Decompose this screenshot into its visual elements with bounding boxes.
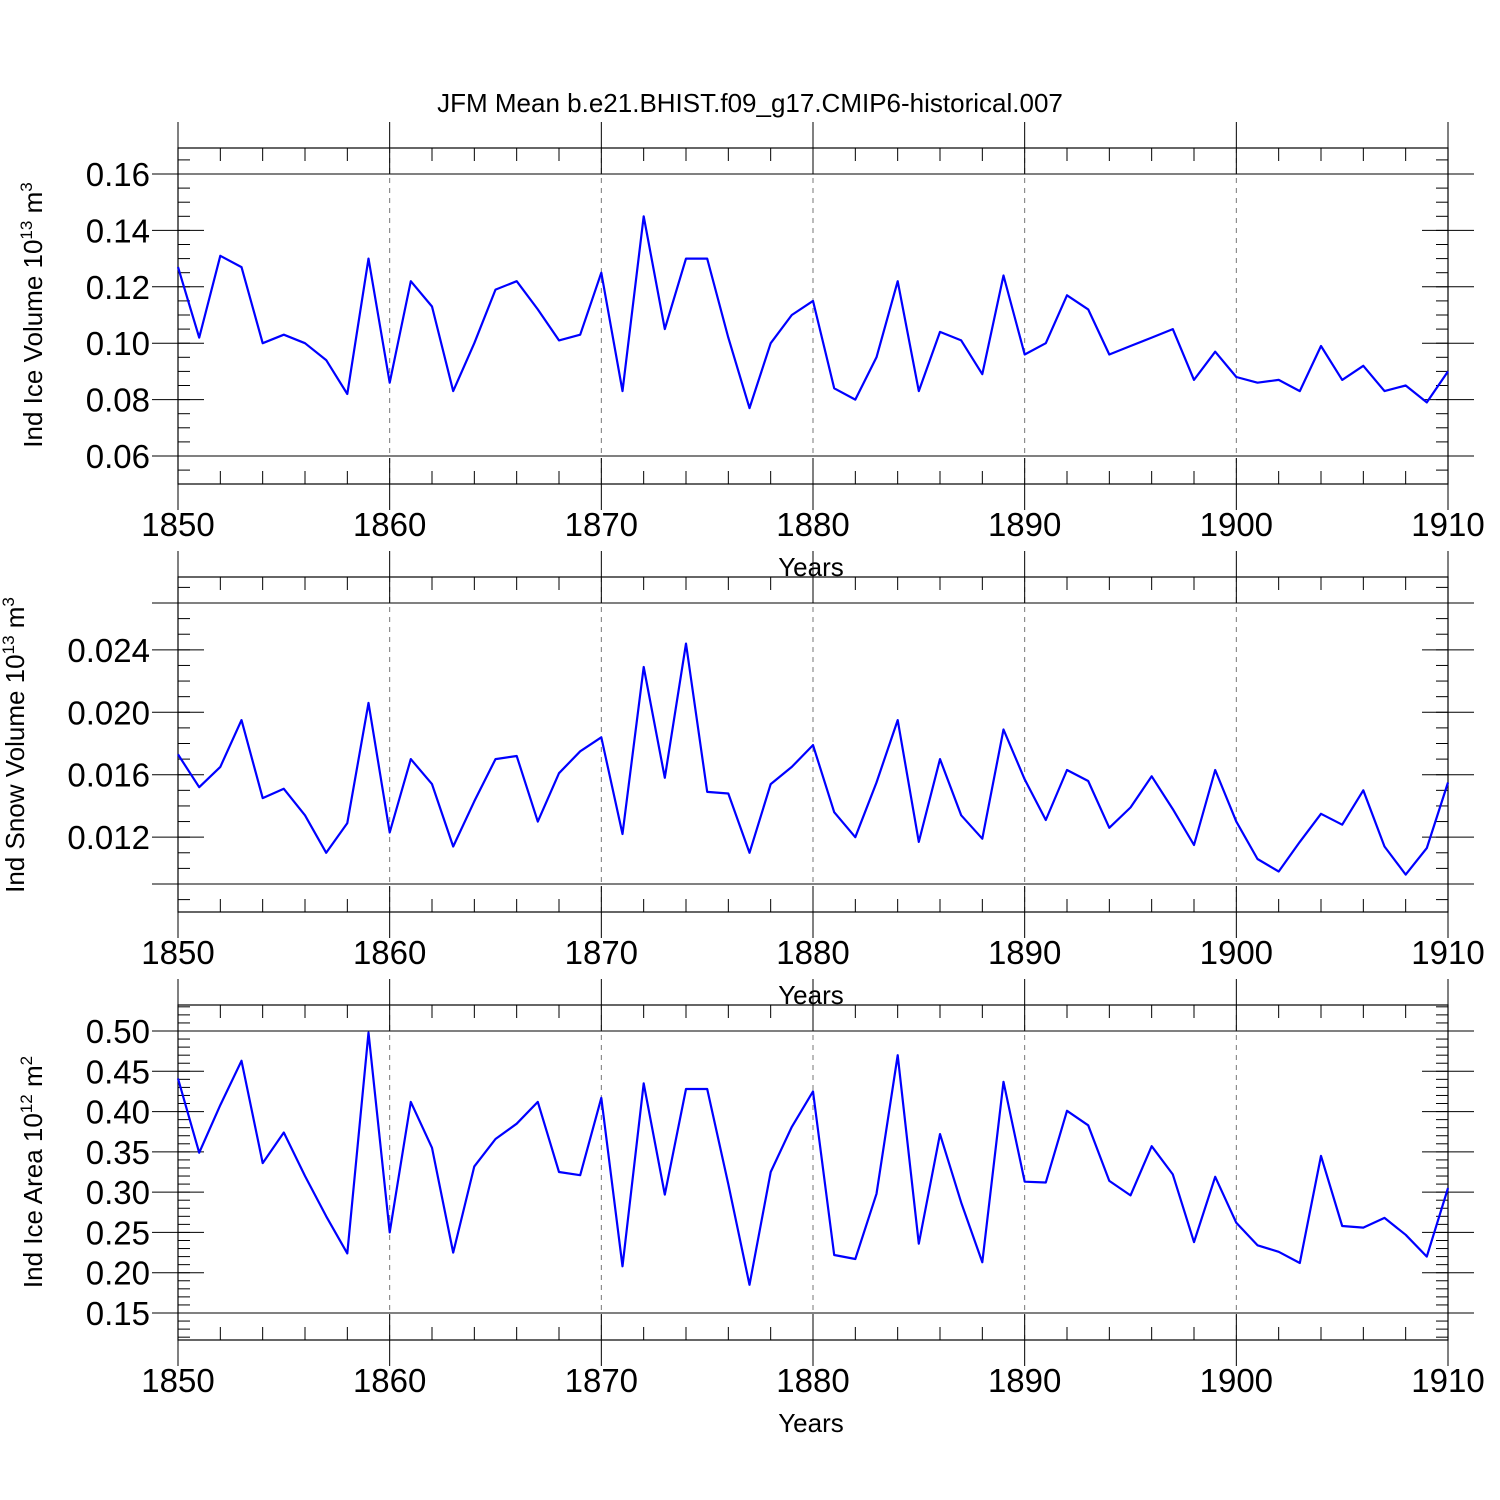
x-tick-label: 1860 <box>353 506 426 543</box>
y-tick-label: 0.14 <box>86 212 150 249</box>
y-tick-label: 0.020 <box>67 694 150 731</box>
y-tick-label: 0.20 <box>86 1255 150 1292</box>
y-tick-label: 0.012 <box>67 819 150 856</box>
panel-3: 0.150.20 0.250.300.350.40 0.450.50 1850 1860… <box>17 979 1485 1438</box>
x-tick-label: 1900 <box>1200 934 1273 971</box>
y-tick-label: 0.016 <box>67 757 150 794</box>
x-tick-label: 1890 <box>988 506 1061 543</box>
x-tick-label: 1890 <box>988 1362 1061 1399</box>
y-axis-title: Ind Ice Volume 1013 m3 <box>17 182 48 447</box>
x-tick-label: 1900 <box>1200 506 1273 543</box>
x-tick-label: 1880 <box>776 934 849 971</box>
x-tick-label: 1870 <box>565 1362 638 1399</box>
y-tick-label: 0.45 <box>86 1053 150 1090</box>
panel-1: 0.06 0.08 0.10 0.12 0.14 0.16 1850 1860 1870 1880… <box>17 122 1485 582</box>
y-tick-label: 0.12 <box>86 269 150 306</box>
x-tick-label: 1850 <box>141 506 214 543</box>
y-tick-label: 0.16 <box>86 156 150 193</box>
x-axis-title: Years <box>778 1408 844 1438</box>
x-tick-label: 1850 <box>141 934 214 971</box>
y-axis-title: Ind Ice Area 1012 m2 <box>17 1056 48 1288</box>
x-tick-label: 1870 <box>565 934 638 971</box>
x-tick-label: 1910 <box>1411 506 1484 543</box>
y-tick-label: 0.15 <box>86 1295 150 1332</box>
x-tick-label: 1910 <box>1411 934 1484 971</box>
y-tick-label: 0.30 <box>86 1174 150 1211</box>
x-tick-label: 1890 <box>988 934 1061 971</box>
y-tick-label: 0.40 <box>86 1094 150 1131</box>
y-tick-label: 0.06 <box>86 438 150 475</box>
chart-title: JFM Mean b.e21.BHIST.f09_g17.CMIP6-histo… <box>437 88 1063 118</box>
x-tick-label: 1850 <box>141 1362 214 1399</box>
x-tick-label: 1900 <box>1200 1362 1273 1399</box>
x-tick-label: 1880 <box>776 506 849 543</box>
x-tick-label: 1870 <box>565 506 638 543</box>
panel-2: 0.012 0.016 0.020 0.024 1850 1860 1870 1880 1890… <box>0 551 1485 1010</box>
y-tick-label: 0.35 <box>86 1134 150 1171</box>
x-tick-label: 1860 <box>353 1362 426 1399</box>
x-tick-label: 1860 <box>353 934 426 971</box>
y-tick-label: 0.25 <box>86 1214 150 1251</box>
y-axis-title: Ind Snow Volume 1013 m3 <box>0 597 30 893</box>
panels: 0.06 0.08 0.10 0.12 0.14 0.16 1850 1860 1870 1880… <box>0 122 1485 1438</box>
x-tick-label: 1910 <box>1411 1362 1484 1399</box>
y-tick-label: 0.10 <box>86 325 150 362</box>
y-tick-label: 0.024 <box>67 632 150 669</box>
y-tick-label: 0.08 <box>86 382 150 419</box>
x-tick-label: 1880 <box>776 1362 849 1399</box>
y-tick-label: 0.50 <box>86 1013 150 1050</box>
